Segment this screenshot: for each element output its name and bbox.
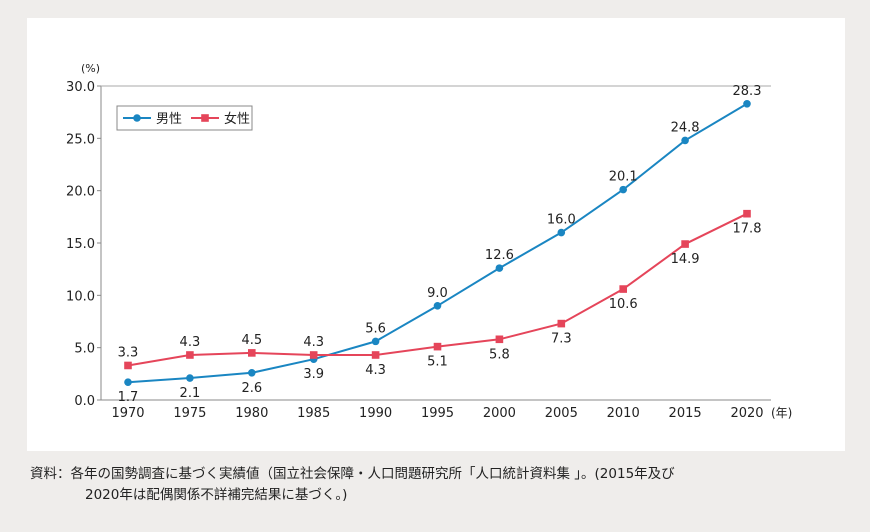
note-line-2: 2020年は配偶関係不詳補完結果に基づく。) bbox=[85, 487, 348, 503]
data-label: 5.1 bbox=[427, 355, 448, 370]
data-point-male bbox=[619, 185, 627, 194]
data-label: 10.6 bbox=[609, 297, 638, 312]
x-tick-label: 2005 bbox=[545, 406, 578, 421]
y-tick-label: 20.0 bbox=[66, 185, 95, 200]
data-label: 1.7 bbox=[118, 390, 139, 405]
y-tick-label: 5.0 bbox=[74, 342, 95, 357]
data-label: 4.3 bbox=[303, 335, 324, 350]
data-label: 17.8 bbox=[733, 222, 762, 237]
data-point-male bbox=[557, 228, 566, 237]
data-label: 28.3 bbox=[733, 84, 762, 99]
data-point-male bbox=[433, 302, 442, 310]
data-point-male bbox=[681, 136, 689, 145]
y-tick-label: 0.0 bbox=[74, 394, 95, 409]
x-tick-label: 1985 bbox=[297, 406, 330, 421]
data-point-female bbox=[681, 240, 689, 248]
data-label: 9.0 bbox=[427, 286, 448, 301]
x-tick-label: 1990 bbox=[359, 406, 392, 421]
data-label: 4.5 bbox=[241, 333, 262, 348]
data-label: 2.6 bbox=[241, 381, 262, 396]
data-label: 5.6 bbox=[365, 321, 386, 336]
legend-label: 女性 bbox=[224, 111, 250, 127]
y-unit-label: (%) bbox=[81, 62, 100, 75]
x-tick-label: 2015 bbox=[669, 406, 702, 421]
legend-label: 男性 bbox=[156, 112, 182, 127]
data-point-male bbox=[371, 337, 380, 346]
data-point-female bbox=[495, 335, 504, 344]
y-tick-label: 15.0 bbox=[66, 237, 95, 252]
y-tick-label: 30.0 bbox=[66, 80, 95, 95]
x-tick-label: 1975 bbox=[173, 406, 206, 421]
data-point-female bbox=[433, 342, 442, 351]
data-point-female bbox=[619, 285, 627, 293]
data-label: 7.3 bbox=[551, 332, 572, 347]
data-point-male bbox=[495, 264, 504, 272]
x-tick-label: 2020 bbox=[730, 406, 763, 421]
x-tick-label: 1970 bbox=[111, 406, 144, 421]
legend-marker-female bbox=[201, 114, 209, 122]
x-tick-label: 2010 bbox=[607, 406, 640, 421]
data-point-male bbox=[248, 368, 256, 377]
data-point-female bbox=[248, 349, 256, 357]
data-label: 2.1 bbox=[180, 386, 201, 401]
data-point-female bbox=[557, 319, 566, 328]
legend-marker-male bbox=[133, 114, 141, 122]
data-point-female bbox=[743, 209, 751, 218]
data-point-female bbox=[186, 351, 194, 359]
y-tick-label: 25.0 bbox=[66, 132, 95, 147]
x-tick-label: 2000 bbox=[483, 406, 516, 421]
data-point-female bbox=[371, 351, 380, 359]
data-point-male bbox=[124, 378, 132, 387]
data-label: 20.1 bbox=[609, 170, 638, 185]
y-tick-label: 10.0 bbox=[66, 289, 95, 304]
data-point-female bbox=[124, 361, 132, 370]
x-tick-label: 1995 bbox=[421, 406, 454, 421]
data-label: 16.0 bbox=[547, 213, 576, 228]
data-label: 12.6 bbox=[485, 248, 514, 263]
data-label: 5.8 bbox=[489, 347, 510, 362]
data-point-male bbox=[743, 99, 751, 108]
data-label: 4.3 bbox=[365, 363, 386, 378]
data-label: 14.9 bbox=[671, 252, 700, 267]
data-label: 4.3 bbox=[180, 335, 201, 350]
x-unit-label: (年) bbox=[771, 406, 792, 420]
data-label: 24.8 bbox=[671, 120, 700, 135]
data-label: 3.3 bbox=[118, 345, 139, 360]
x-tick-label: 1980 bbox=[235, 406, 268, 421]
note-line-1: 資料：各年の国勢調査に基づく実績値（国立社会保障・人口問題研究所「人口統計資料集… bbox=[30, 466, 675, 482]
data-label: 3.9 bbox=[303, 367, 324, 382]
data-point-male bbox=[186, 374, 194, 382]
source-note: 資料：各年の国勢調査に基づく実績値（国立社会保障・人口問題研究所「人口統計資料集… bbox=[30, 464, 675, 506]
series-line-male bbox=[127, 102, 748, 384]
data-point-female bbox=[309, 351, 318, 359]
